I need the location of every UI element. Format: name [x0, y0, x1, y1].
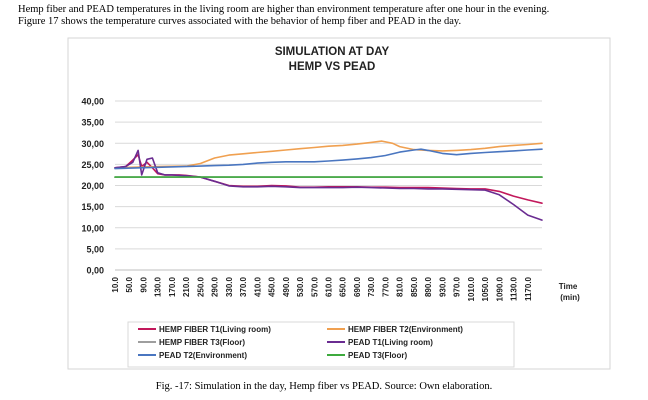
y-tick-label: 25,00 — [81, 160, 104, 170]
intro-line-2: Figure 17 shows the temperature curves a… — [18, 16, 462, 27]
x-tick-label: 450.0 — [268, 276, 277, 297]
legend-box — [127, 321, 515, 368]
figure-caption: Fig. -17: Simulation in the day, Hemp fi… — [155, 381, 493, 392]
legend-label: PEAD T3(Floor) — [348, 351, 407, 360]
x-tick-label: 50.0 — [125, 276, 134, 292]
x-tick-label: 370.0 — [239, 276, 248, 297]
y-tick-label: 20,00 — [81, 181, 104, 191]
x-tick-label: 1130.0 — [510, 276, 519, 301]
legend: HEMP FIBER T1(Living room) HEMP FIBER T2(… — [127, 321, 515, 368]
series-layer — [114, 140, 543, 221]
legend-label: HEMP FIBER T2(Environment) — [348, 325, 463, 334]
series-line-4 — [114, 149, 543, 221]
x-tick-label: 890.0 — [424, 276, 433, 297]
x-tick-label: 90.0 — [139, 276, 148, 292]
y-tick-label: 5,00 — [86, 244, 104, 254]
y-tick-label: 0,00 — [86, 266, 104, 276]
x-tick-label: 10.0 — [111, 276, 120, 292]
y-tick-label: 15,00 — [81, 202, 104, 212]
legend-label: PEAD T2(Environment) — [159, 351, 247, 360]
legend-label: HEMP FIBER T3(Floor) — [159, 338, 245, 347]
x-tick-label: 530.0 — [296, 276, 305, 297]
y-tick-label: 40,00 — [81, 97, 104, 107]
x-tick-label: 1050.0 — [481, 276, 490, 301]
x-axis-label-line-1: Time — [559, 282, 578, 291]
x-tick-label: 330.0 — [225, 276, 234, 297]
chart-title: SIMULATION AT DAY — [275, 46, 390, 58]
intro-line-1: Hemp fiber and PEAD temperatures in the … — [18, 4, 550, 15]
x-tick-label: 490.0 — [282, 276, 291, 297]
x-axis-label-line-2: (min) — [560, 293, 580, 302]
legend-label: HEMP FIBER T1(Living room) — [159, 325, 271, 334]
chart-frame — [67, 37, 611, 370]
x-tick-label: 610.0 — [325, 276, 334, 297]
x-tick-label: 1090.0 — [495, 276, 504, 301]
series-line-2 — [114, 140, 543, 169]
y-tick-label: 35,00 — [81, 118, 104, 128]
x-tick-label: 250.0 — [196, 276, 205, 297]
x-tick-label: 170.0 — [168, 276, 177, 297]
x-tick-label: 210.0 — [182, 276, 191, 297]
x-tick-label: 290.0 — [211, 276, 220, 297]
x-tick-label: 930.0 — [438, 276, 447, 297]
x-tick-label: 730.0 — [367, 276, 376, 297]
x-tick-label: 410.0 — [253, 276, 262, 297]
y-tick-label: 30,00 — [81, 139, 104, 149]
x-tick-label: 690.0 — [353, 276, 362, 297]
legend-label: PEAD T1(Living room) — [348, 338, 433, 347]
x-tick-label: 1170.0 — [524, 276, 533, 301]
x-tick-label: 810.0 — [396, 276, 405, 297]
series-line-5 — [114, 148, 543, 170]
x-tick-label: 130.0 — [154, 276, 163, 297]
x-tick-label: 570.0 — [310, 276, 319, 297]
x-tick-label: 970.0 — [453, 276, 462, 297]
x-tick-label: 650.0 — [339, 276, 348, 297]
x-tick-label: 850.0 — [410, 276, 419, 297]
intro-paragraph: Hemp fiber and PEAD temperatures in the … — [18, 4, 638, 28]
y-axis: 0,00 5,00 10,00 15,00 20,00 25,00 30,00 35,00 40… — [81, 97, 104, 276]
x-axis: 10.0 50.0 90.0 130.0 170.0 210.0 250.0 290.0 330… — [111, 269, 542, 301]
x-tick-label: 770.0 — [381, 276, 390, 297]
y-tick-label: 10,00 — [81, 223, 104, 233]
x-tick-label: 1010.0 — [467, 276, 476, 301]
chart-subtitle: HEMP VS PEAD — [289, 61, 376, 73]
